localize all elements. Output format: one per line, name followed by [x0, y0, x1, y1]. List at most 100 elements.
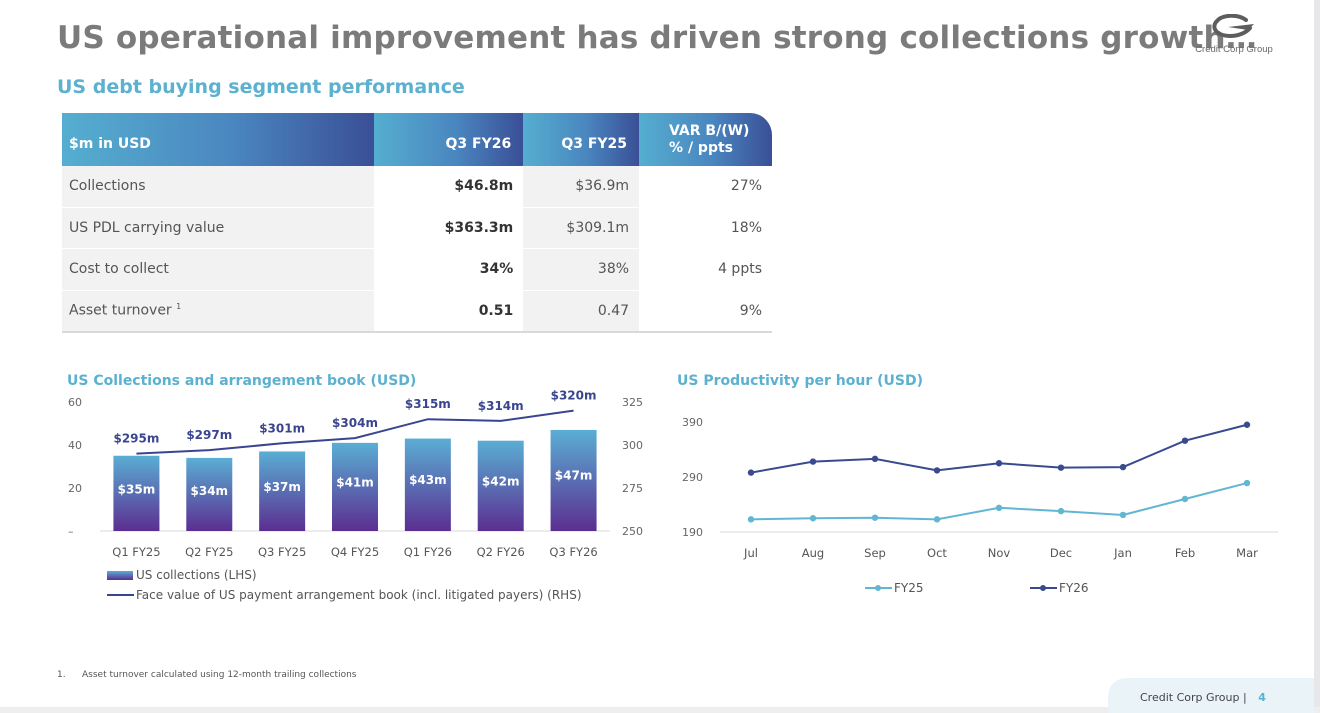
bottom-edge	[0, 707, 1320, 713]
x-tick-label: Jul	[743, 546, 758, 560]
x-tick-label: Q2 FY26	[477, 545, 525, 559]
line-value-label: $301m	[259, 421, 305, 435]
footer-company: Credit Corp Group	[1140, 691, 1240, 704]
left-y-tick: –	[68, 525, 74, 538]
series-point-fy25	[1243, 479, 1251, 487]
x-tick-label: Oct	[927, 546, 947, 560]
row-variance: 4 ppts	[639, 248, 772, 291]
series-point-fy25	[1181, 495, 1189, 503]
footer: Credit Corp Group | 4	[1108, 678, 1314, 713]
x-tick-label: Q2 FY25	[185, 545, 233, 559]
series-point-fy25	[1119, 511, 1127, 519]
table-row: Collections $46.8m $36.9m 27%	[62, 166, 772, 208]
legend-label-fy25: FY25	[894, 581, 924, 595]
line-value-label: $295m	[113, 432, 159, 446]
footnote-text: Asset turnover calculated using 12-month…	[82, 670, 357, 680]
bar-value-label: $37m	[263, 480, 301, 494]
row-variance: 9%	[639, 290, 772, 333]
right-y-tick: 325	[622, 396, 643, 409]
row-label: Cost to collect	[62, 248, 375, 291]
performance-table: $m in USD Q3 FY26 Q3 FY25 VAR B/(W) % / …	[62, 113, 772, 333]
footnote: 1. Asset turnover calculated using 12-mon…	[57, 670, 356, 680]
row-variance: 27%	[639, 166, 772, 208]
page-title: US operational improvement has driven st…	[57, 20, 1257, 56]
table-row: Cost to collect 34% 38% 4 ppts	[62, 248, 772, 291]
legend-label-fy26: FY26	[1059, 581, 1089, 595]
x-tick-label: Mar	[1236, 546, 1258, 560]
series-line-fy25	[750, 482, 1248, 521]
left-y-tick: 40	[68, 439, 82, 452]
row-label: Asset turnover 1	[62, 290, 375, 333]
series-point-fy25	[933, 516, 941, 523]
header-variance: VAR B/(W) % / ppts	[639, 113, 772, 166]
series-point-fy25	[995, 504, 1003, 511]
series-point-fy25	[871, 514, 879, 521]
series-point-fy25	[1057, 507, 1065, 515]
y-tick-label: 390	[682, 416, 703, 429]
row-variance: 18%	[639, 207, 772, 249]
row-current: 0.51	[374, 290, 524, 333]
logo-mark-icon	[1212, 14, 1254, 39]
series-point-fy26	[995, 460, 1003, 467]
logo-wordmark: Credit Corp Group	[1195, 44, 1273, 55]
x-tick-label: Q1 FY25	[112, 545, 160, 559]
x-tick-label: Dec	[1050, 546, 1072, 560]
left-y-tick: 20	[68, 482, 82, 495]
legend-marker-fy26	[1040, 585, 1046, 591]
x-tick-label: Jan	[1113, 546, 1132, 560]
legend-marker-fy25	[875, 585, 881, 591]
series-point-fy26	[1243, 421, 1251, 428]
row-label-text: Asset turnover	[69, 303, 172, 320]
x-tick-label: Q1 FY26	[404, 545, 452, 559]
series-point-fy26	[747, 469, 755, 476]
line-value-label: $297m	[186, 428, 232, 442]
x-tick-label: Q3 FY26	[549, 545, 597, 559]
header-metric: $m in USD	[62, 113, 375, 166]
line-value-label: $314m	[478, 399, 524, 413]
series-point-fy25	[809, 515, 817, 522]
line-value-label: $304m	[332, 416, 378, 430]
line-value-label: $320m	[551, 390, 597, 403]
company-logo: Credit Corp Group	[1192, 14, 1276, 58]
row-current: $46.8m	[374, 166, 524, 208]
row-label: US PDL carrying value	[62, 207, 375, 249]
legend-line-label: Face value of US payment arrangement boo…	[136, 588, 582, 602]
bar-value-label: $42m	[482, 474, 520, 488]
row-current: 34%	[374, 248, 524, 291]
x-tick-label: Nov	[988, 546, 1011, 560]
collections-bar	[404, 438, 451, 531]
section-subtitle: US debt buying segment performance	[57, 76, 465, 98]
row-prior: 0.47	[523, 290, 640, 333]
table-row: Asset turnover 1 0.51 0.47 9%	[62, 290, 772, 333]
bar-value-label: $47m	[555, 468, 593, 482]
row-label: Collections	[62, 166, 375, 208]
bar-value-label: $41m	[336, 476, 374, 490]
header-variance-line2: % / ppts	[669, 139, 734, 156]
footer-separator: |	[1242, 691, 1247, 704]
left-y-tick: 60	[68, 396, 82, 409]
series-point-fy26	[1119, 463, 1127, 471]
x-tick-label: Aug	[802, 546, 824, 560]
series-point-fy26	[1057, 464, 1065, 471]
collections-chart: – 20 40 60 250 275 300 325 $35m Q1 FY25 $34m Q2 FY2…	[68, 390, 643, 602]
header-q3fy25: Q3 FY25	[523, 113, 640, 166]
series-point-fy26	[1181, 437, 1189, 444]
collections-chart-title: US Collections and arrangement book (USD…	[67, 373, 417, 389]
row-prior: 38%	[523, 248, 640, 291]
legend-bar-label: US collections (LHS)	[136, 568, 257, 582]
x-tick-label: Q4 FY25	[331, 545, 379, 559]
series-point-fy25	[747, 516, 755, 523]
bar-value-label: $34m	[191, 484, 229, 498]
bar-value-label: $43m	[409, 473, 447, 487]
right-edge	[1314, 0, 1320, 713]
x-tick-label: Sep	[864, 546, 886, 560]
right-y-tick: 300	[622, 439, 643, 452]
x-tick-label: Q3 FY25	[258, 545, 306, 559]
collections-bar	[186, 457, 233, 531]
productivity-chart-title: US Productivity per hour (USD)	[677, 373, 923, 389]
page-number: 4	[1258, 691, 1266, 704]
footer-text: Credit Corp Group | 4	[1140, 691, 1266, 704]
table-row: US PDL carrying value $363.3m $309.1m 18…	[62, 207, 772, 249]
row-prior: $36.9m	[523, 166, 640, 208]
bar-value-label: $35m	[118, 483, 156, 497]
